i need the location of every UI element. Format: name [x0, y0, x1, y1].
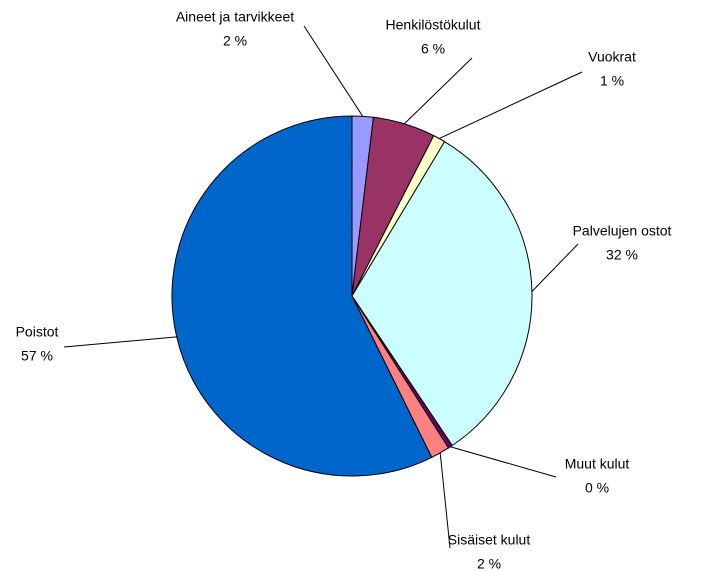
slice-value-label: 2 %	[223, 33, 247, 49]
leader-line	[450, 446, 557, 478]
slice-label: Palvelujen ostot	[573, 223, 672, 239]
leader-line	[531, 243, 579, 292]
slice-label: Vuokrat	[588, 49, 636, 65]
slice-label: Poistot	[16, 324, 59, 340]
slice-value-label: 0 %	[585, 480, 609, 496]
slice-value-label: 32 %	[606, 247, 638, 263]
slice-value-label: 2 %	[477, 556, 501, 571]
slice-label: Sisäiset kulut	[448, 532, 531, 548]
pie-slice	[351, 140, 533, 447]
slice-value-label: 57 %	[21, 348, 53, 364]
slice-label: Henkilöstökulut	[386, 17, 481, 33]
leader-line	[63, 336, 177, 348]
leader-line	[439, 452, 451, 549]
leader-line	[404, 57, 473, 125]
leader-line	[303, 25, 364, 117]
leader-line	[438, 71, 583, 139]
slice-label: Aineet ja tarvikkeet	[176, 9, 294, 25]
slice-label: Muut kulut	[565, 456, 630, 472]
slice-value-label: 1 %	[600, 73, 624, 89]
slice-value-label: 6 %	[421, 41, 445, 57]
